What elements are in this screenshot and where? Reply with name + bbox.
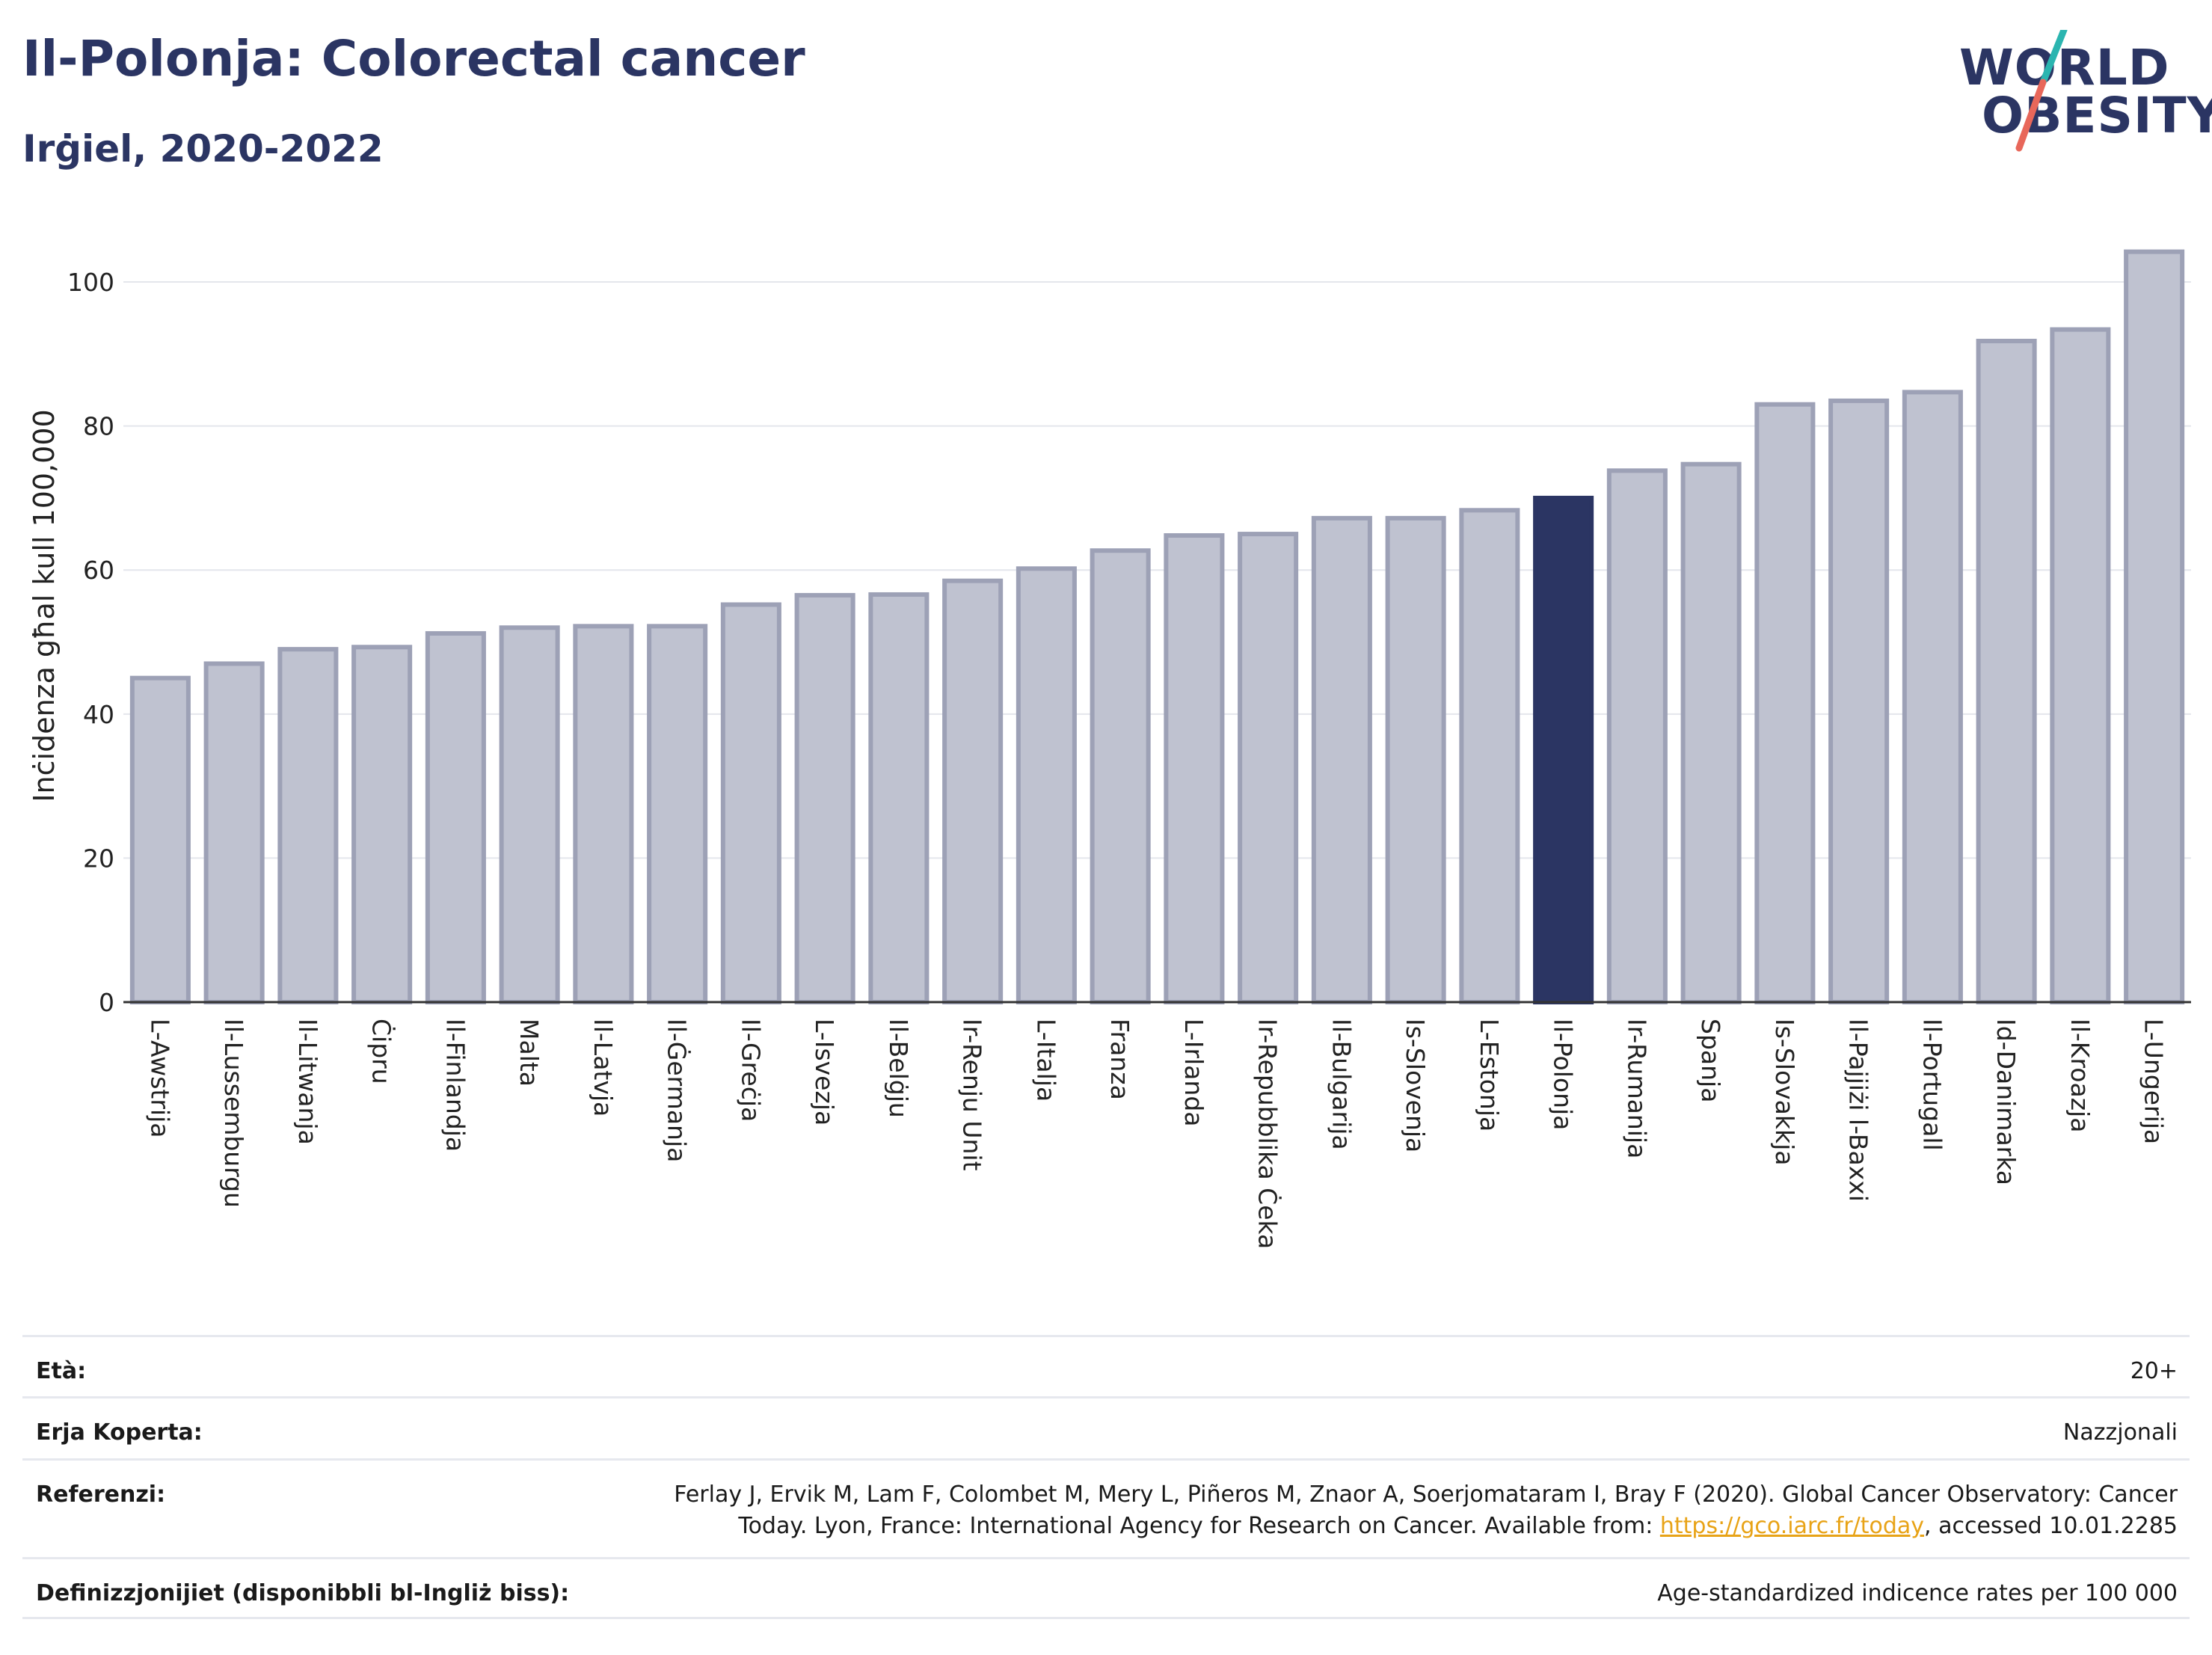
references-accessed: , accessed 10.01.2285	[1924, 1513, 2178, 1539]
bar-3	[277, 647, 339, 1004]
meta-row-references: Referenzi: Ferlay J, Ervik M, Lam F, Col…	[22, 1458, 2190, 1558]
x-tick-label: Il-Litwanja	[293, 1019, 322, 1145]
bar-24	[1828, 398, 1890, 1004]
x-tick-label: Franza	[1105, 1019, 1134, 1100]
logo-line-2: OBESITY	[1982, 87, 2212, 144]
y-tick-label: 0	[99, 988, 114, 1017]
bar-27	[2050, 327, 2111, 1004]
bar-28	[2124, 249, 2185, 1004]
bar-26	[1976, 339, 2037, 1004]
references-label: Referenzi:	[36, 1481, 166, 1508]
x-tick-label: L-Awstrija	[145, 1019, 174, 1137]
x-tick-label: Il-Latvja	[589, 1019, 618, 1117]
x-tick-label: Il-Polonja	[1549, 1019, 1578, 1130]
x-tick-label: Spanja	[1696, 1019, 1725, 1102]
x-tick-label: L-Estonja	[1475, 1019, 1504, 1132]
bar-8	[647, 624, 708, 1004]
x-tick-label: Ir-Rumanija	[1622, 1019, 1651, 1158]
bar-18	[1385, 515, 1446, 1004]
x-tick-label: Il-Finlandja	[440, 1019, 470, 1152]
y-tick-label: 20	[83, 844, 114, 873]
x-tick-label: Is-Slovakkja	[1770, 1019, 1799, 1166]
bar-20	[1533, 495, 1594, 1004]
bar-1	[129, 675, 191, 1005]
x-tick-label: Il-Pajjiżi l-Baxxi	[1844, 1019, 1873, 1202]
bar-14	[1090, 548, 1151, 1004]
x-tick-label: Il-Lussemburgu	[219, 1019, 248, 1208]
x-tick-label: L-Italja	[1031, 1019, 1060, 1102]
bar-19	[1459, 508, 1520, 1004]
bar-chart: 0 20 40 60 80 100 L-Awstrija Il-Lussemburgu Il-…	[28, 249, 2191, 1249]
x-tick-label: Il-Belġju	[884, 1019, 913, 1118]
bar-23	[1754, 402, 1816, 1004]
x-tick-label: Ir-Repubblika Ċeka	[1253, 1019, 1283, 1249]
bar-5	[425, 630, 486, 1004]
x-tick-label: Ir-Renju Unit	[958, 1019, 987, 1171]
age-label: Età:	[36, 1358, 87, 1384]
x-tick-label: Ċipru	[367, 1019, 397, 1084]
page-subtitle: Irġiel, 2020-2022	[22, 127, 384, 171]
bar-11	[868, 592, 930, 1004]
x-tick-label: Il-Portugall	[1917, 1019, 1947, 1151]
bar-7	[573, 624, 634, 1004]
x-tick-label: Id-Danimarka	[1991, 1019, 2021, 1185]
references-text: Today. Lyon, France: International Agenc…	[738, 1513, 1660, 1539]
bar-9	[720, 602, 781, 1004]
bars	[123, 249, 2191, 1005]
references-line-2: Today. Lyon, France: International Agenc…	[738, 1513, 2178, 1539]
bar-16	[1238, 532, 1299, 1004]
y-tick-label: 60	[83, 556, 114, 585]
area-value: Nazzjonali	[2062, 1419, 2178, 1446]
bar-13	[1016, 566, 1077, 1004]
definitions-label: Definizzjonijiet (disponibbli bl-Ingliż …	[36, 1580, 570, 1606]
meta-bottom-border	[22, 1617, 2190, 1619]
x-tick-label: Il-Bulgarija	[1327, 1019, 1356, 1150]
x-tick-label: L-Ungerija	[2139, 1019, 2169, 1144]
area-label: Erja Koperta:	[36, 1419, 203, 1446]
y-axis-label: Inċidenza għal kull 100,000	[28, 409, 61, 802]
y-tick-label: 100	[67, 268, 114, 297]
x-tick-label: Il-Greċja	[736, 1019, 765, 1122]
x-tick-label: Is-Slovenja	[1401, 1019, 1430, 1152]
meta-row-area: Erja Koperta: Nazzjonali	[22, 1396, 2190, 1458]
world-obesity-logo: WORLD OBESITY	[1952, 30, 2212, 157]
y-tick-labels: 0 20 40 60 80 100	[67, 268, 114, 1017]
gco-link[interactable]: https://gco.iarc.fr/today	[1659, 1513, 1925, 1539]
x-tick-label: L-Isvezja	[810, 1019, 839, 1126]
meta-row-definitions: Definizzjonijiet (disponibbli bl-Ingliż …	[22, 1557, 2190, 1619]
page-title: Il-Polonja: Colorectal cancer	[22, 30, 805, 87]
definitions-value: Age-standardized indicence rates per 100…	[1657, 1580, 2178, 1606]
x-tick-label: Malta	[514, 1019, 544, 1087]
x-tick-labels: L-Awstrija Il-Lussemburgu Il-Litwanja Ċipru…	[145, 1019, 2168, 1249]
x-tick-label: L-Irlanda	[1179, 1019, 1208, 1127]
x-tick-label: Il-Ġermanja	[663, 1019, 692, 1162]
bar-6	[499, 625, 560, 1005]
bar-10	[794, 592, 855, 1004]
bar-17	[1311, 515, 1372, 1004]
logo-line-1: WORLD	[1959, 39, 2170, 96]
bar-12	[942, 578, 1004, 1004]
x-tick-label: Il-Kroazja	[2065, 1019, 2095, 1132]
bar-2	[203, 661, 265, 1004]
y-tick-label: 40	[83, 700, 114, 729]
references-line-1: Ferlay J, Ervik M, Lam F, Colombet M, Me…	[674, 1481, 2178, 1508]
bar-21	[1606, 468, 1668, 1004]
meta-row-age: Età: 20+	[22, 1335, 2190, 1397]
bar-25	[1902, 390, 1963, 1004]
bar-4	[351, 645, 413, 1005]
y-tick-label: 80	[83, 412, 114, 441]
bar-22	[1680, 461, 1742, 1004]
slash-stroke-icon	[2015, 30, 2068, 152]
age-value: 20+	[2130, 1358, 2178, 1384]
bar-15	[1164, 533, 1225, 1004]
